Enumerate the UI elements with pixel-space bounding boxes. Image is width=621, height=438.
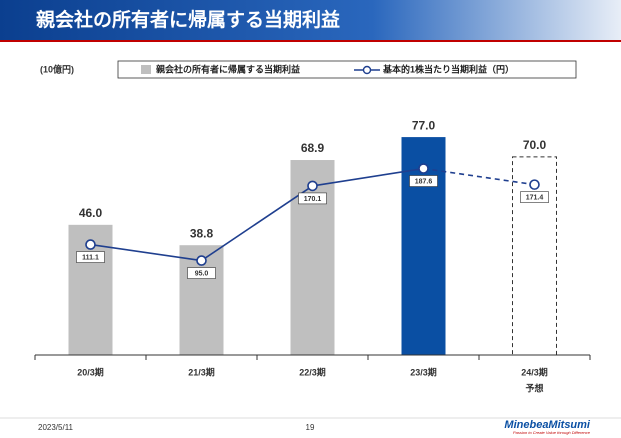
bar-value-label: 38.8 <box>190 226 214 240</box>
line-segment <box>423 167 535 186</box>
point-label-box <box>298 192 327 205</box>
point-value-label: 171.4 <box>526 194 544 201</box>
tagline: Passion to Create Value through Differen… <box>513 430 591 435</box>
title-bar <box>0 0 621 40</box>
logo: MinebeaMitsumi <box>504 419 591 431</box>
x-tick-label: 23/3期 <box>410 366 437 377</box>
chart: 46.0 38.8 68.9 77.0 70.0 111.1 95.0 170.1 187.6 1… <box>34 63 591 393</box>
point-value-label: 187.6 <box>415 178 433 185</box>
point-value-label: 111.1 <box>82 254 99 261</box>
forecast-note: 予想 <box>525 382 543 393</box>
legend-label: 基本的1株当たり当期利益（円） <box>382 63 514 74</box>
bar-value-label: 46.0 <box>79 206 103 220</box>
line-segment <box>312 167 424 187</box>
line-point <box>196 255 207 266</box>
legend-marker <box>362 65 372 75</box>
bar <box>512 156 557 356</box>
line-point <box>307 180 318 192</box>
slide-title: 親会社の所有者に帰属する当期利益 <box>36 8 340 31</box>
line-segment <box>90 243 202 262</box>
bar-value-label: 70.0 <box>523 138 547 152</box>
x-tick-label: 24/3期 <box>521 366 548 377</box>
legend-box <box>117 60 577 79</box>
title-rule <box>0 40 621 42</box>
bar-value-label: 68.9 <box>301 141 325 155</box>
bar <box>290 160 335 355</box>
line-segment <box>201 185 313 262</box>
bar-value-label: 77.0 <box>412 118 436 132</box>
point-label-box <box>409 175 438 187</box>
unit-label: (10億円) <box>40 63 74 74</box>
footer-date: 2023/5/11 <box>38 423 74 432</box>
point-label-box <box>520 191 549 203</box>
point-value-label: 170.1 <box>304 196 322 203</box>
x-tick-label: 22/3期 <box>299 366 326 377</box>
legend-label: 親会社の所有者に帰属する当期利益 <box>156 63 300 74</box>
point-label-box <box>76 251 105 263</box>
legend-swatch <box>141 65 151 74</box>
page-number: 19 <box>306 423 315 432</box>
line-point <box>85 239 96 250</box>
point-label-box <box>187 267 216 279</box>
line-point <box>418 163 429 174</box>
x-tick-label: 20/3期 <box>77 366 104 377</box>
line-point <box>529 179 540 190</box>
point-value-label: 95.0 <box>195 270 209 277</box>
x-tick-label: 21/3期 <box>188 366 215 377</box>
